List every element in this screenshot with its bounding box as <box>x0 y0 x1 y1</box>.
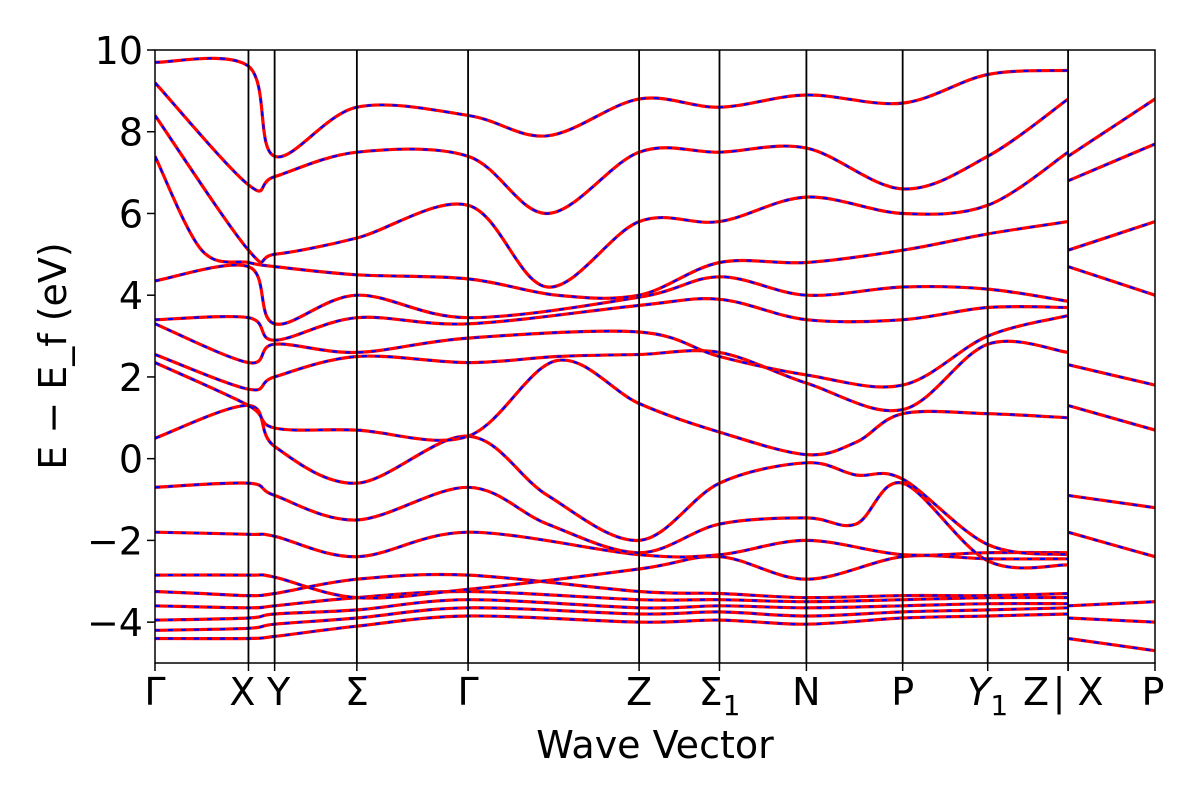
band-line-solid-25 <box>1067 265 1155 297</box>
high-symmetry-lines <box>247 50 1069 663</box>
band-line-dashed-1 <box>155 606 1069 632</box>
band-line-dashed-5 <box>155 554 1069 600</box>
x-tick-label-11: | X <box>1053 670 1104 715</box>
x-tick-label-5: Z <box>626 670 652 714</box>
band-line-dashed-3 <box>155 590 1069 609</box>
band-line-solid-11 <box>155 314 1069 389</box>
band-line-dashed-11 <box>155 314 1069 389</box>
band-line-solid-27 <box>1067 142 1155 183</box>
band-line-dashed-2 <box>155 598 1069 622</box>
band-lines <box>155 56 1155 653</box>
x-tick-label-6: Σ1 <box>699 670 741 722</box>
band-line-dashed-28 <box>1067 98 1155 158</box>
y-tick-label-7: 10 <box>95 29 143 73</box>
band-line-dashed-19 <box>1068 616 1155 624</box>
band-line-solid-21 <box>1067 530 1155 559</box>
band-line-dashed-14 <box>155 155 1069 300</box>
band-line-solid-24 <box>1067 363 1155 387</box>
band-line-dashed-8 <box>155 404 1069 556</box>
band-line-solid-16 <box>155 81 1070 216</box>
x-tick-label-8: P <box>891 670 914 714</box>
band-line-solid-17 <box>155 56 1069 159</box>
y-tick-label-3: 2 <box>119 356 143 400</box>
band-line-dashed-20 <box>1068 600 1155 607</box>
x-tick-label-9: Y1 <box>967 670 1008 722</box>
y-tick-label-1: −2 <box>87 519 143 563</box>
y-tick-label-4: 4 <box>119 274 143 318</box>
y-tick-label-5: 6 <box>119 192 143 236</box>
band-line-solid-14 <box>155 155 1069 300</box>
band-line-solid-23 <box>1067 403 1155 432</box>
band-line-solid-10 <box>155 339 1069 413</box>
band-line-dashed-12 <box>155 297 1069 342</box>
x-tick-label-0: Γ <box>144 670 165 714</box>
band-line-dashed-15 <box>155 114 1069 289</box>
x-tick-label-4: Γ <box>457 670 478 714</box>
y-tick-label-2: 0 <box>119 438 143 482</box>
band-line-solid-0 <box>155 612 1069 641</box>
band-line-dashed-0 <box>155 612 1069 640</box>
y-axis-label: E − E_f (eV) <box>31 242 75 470</box>
plot-frame <box>154 49 1156 664</box>
band-line-solid-6 <box>155 530 1069 559</box>
band-line-dashed-9 <box>155 358 1069 456</box>
band-line-solid-4 <box>155 572 1069 600</box>
y-tick-label-6: 8 <box>119 111 143 155</box>
x-tick-label-1: X <box>229 670 255 714</box>
band-line-solid-15 <box>155 114 1069 289</box>
band-line-dashed-22 <box>1067 494 1155 509</box>
x-tick-label-7: N <box>792 670 820 714</box>
x-axis-label: Wave Vector <box>536 723 774 767</box>
x-tick-label-10: Z <box>1023 670 1049 714</box>
band-line-dashed-16 <box>155 81 1069 215</box>
x-tick-label-3: Σ <box>345 670 369 714</box>
band-line-solid-1 <box>155 606 1069 632</box>
band-line-dashed-13 <box>155 263 1069 326</box>
x-tick-label-2: Y <box>266 670 291 714</box>
band-line-dashed-10 <box>155 340 1069 412</box>
band-line-dashed-18 <box>1067 637 1155 652</box>
band-line-solid-8 <box>155 403 1069 557</box>
band-line-dashed-4 <box>155 573 1069 599</box>
y-tick-label-0: −4 <box>87 601 143 645</box>
x-tick-label-12: P <box>1142 670 1165 714</box>
band-line-solid-26 <box>1067 220 1155 252</box>
y-axis-ticks: −4 −2 0 2 4 6 8 10 <box>87 29 155 645</box>
